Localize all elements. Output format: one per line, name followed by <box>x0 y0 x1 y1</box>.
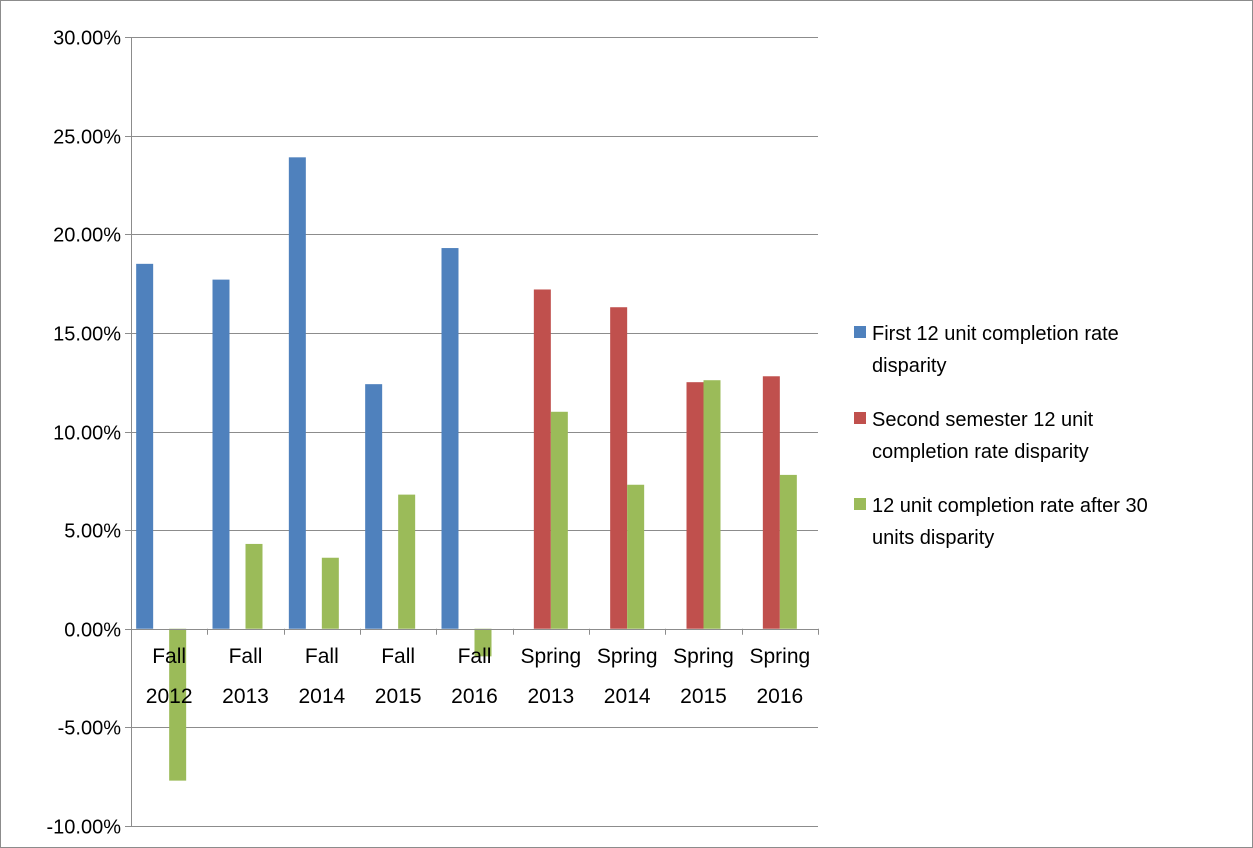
x-category-label-line2: 2015 <box>375 685 422 708</box>
bar <box>779 474 797 629</box>
x-category-label-line1: Spring <box>673 645 734 668</box>
bar <box>762 376 780 629</box>
bar <box>627 484 645 629</box>
bar <box>533 289 551 629</box>
x-category-label-line2: 2015 <box>680 685 727 708</box>
y-tick-label: 5.00% <box>64 521 121 543</box>
bar <box>398 494 416 629</box>
y-tick-label: 25.00% <box>53 127 121 149</box>
bar <box>474 628 492 657</box>
x-category-label-line2: 2014 <box>604 685 651 708</box>
y-tick-label: 20.00% <box>53 225 121 247</box>
x-category-label-line1: Fall <box>229 645 263 668</box>
y-tick-label: 30.00% <box>53 28 121 50</box>
legend-label: disparity <box>872 355 946 377</box>
x-category-label-line2: 2013 <box>527 685 574 708</box>
x-category-label-line1: Fall <box>305 645 339 668</box>
legend-label: completion rate disparity <box>872 441 1089 463</box>
y-tick-label: -5.00% <box>58 718 122 740</box>
y-tick-label: 0.00% <box>64 620 121 642</box>
bar <box>212 279 230 629</box>
x-category-label-line2: 2013 <box>222 685 269 708</box>
legend-swatch <box>854 326 866 338</box>
bar <box>288 157 306 629</box>
bar <box>136 263 154 629</box>
bar <box>169 628 187 781</box>
y-tick-label: 10.00% <box>53 423 121 445</box>
y-tick-label: 15.00% <box>53 324 121 346</box>
category-labels: Fall 2012 Fall 2013 Fall 2014 Fall 2015 Fall 2016… <box>146 645 810 708</box>
legend-label: Second semester 12 unit <box>872 409 1094 431</box>
x-category-label-line1: Fall <box>458 645 492 668</box>
x-category-label-line1: Spring <box>749 645 810 668</box>
x-category-label-line2: 2016 <box>451 685 498 708</box>
legend-swatch <box>854 412 866 424</box>
legend-swatch <box>854 498 866 510</box>
x-category-label-line1: Spring <box>597 645 658 668</box>
x-category-label-line1: Fall <box>381 645 415 668</box>
bars <box>136 157 797 781</box>
bar <box>686 382 704 629</box>
legend-label: First 12 unit completion rate <box>872 323 1119 345</box>
x-category-label-line1: Spring <box>520 645 581 668</box>
x-category-label-line2: 2014 <box>298 685 345 708</box>
bar <box>441 248 459 629</box>
bar <box>550 411 568 629</box>
bar <box>610 307 628 629</box>
legend-label: 12 unit completion rate after 30 <box>872 495 1148 517</box>
x-category-label-line1: Fall <box>152 645 186 668</box>
bar <box>365 384 383 629</box>
bar <box>321 557 339 629</box>
bar <box>703 380 721 629</box>
y-tick-label: -10.00% <box>47 817 122 839</box>
axes <box>131 37 819 826</box>
bar <box>245 543 263 629</box>
x-category-label-line2: 2012 <box>146 685 193 708</box>
legend: First 12 unit completion rate disparity Se… <box>854 323 1148 549</box>
legend-label: units disparity <box>872 527 994 549</box>
x-category-label-line2: 2016 <box>756 685 803 708</box>
y-axis-tick-labels: 30.00% 25.00% 20.00% 15.00% 10.00% 5.00% 0.00%… <box>47 28 122 839</box>
